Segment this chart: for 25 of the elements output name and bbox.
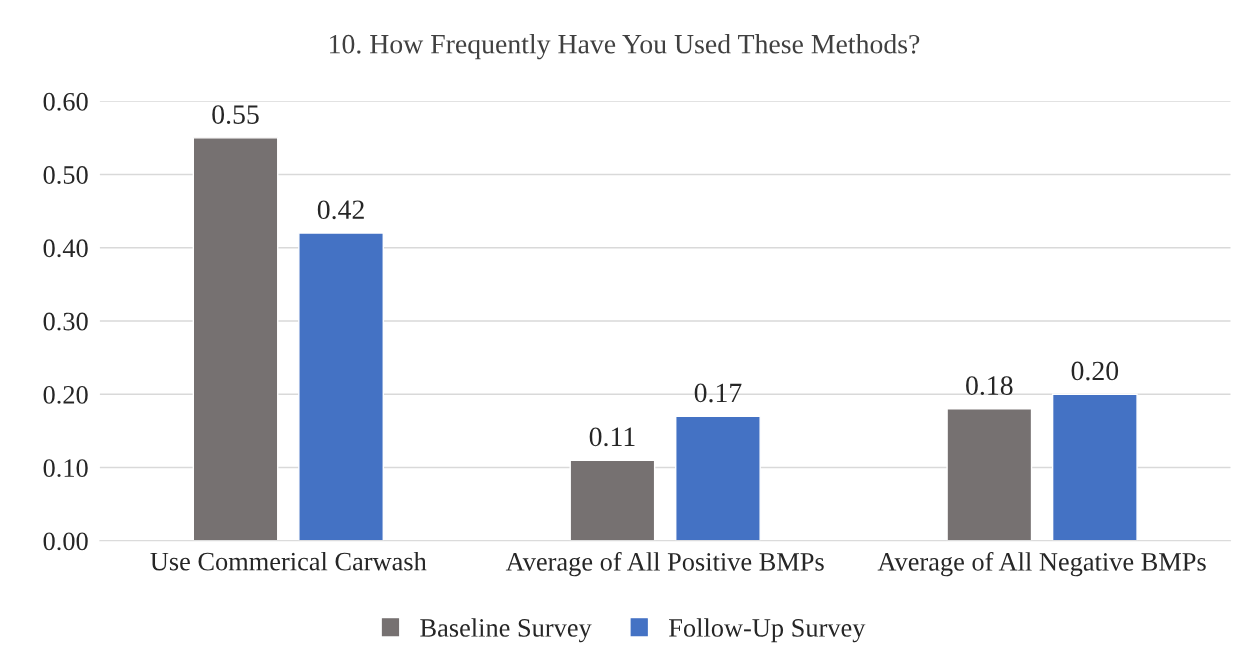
y-tick-label: 0.20 bbox=[43, 385, 88, 404]
y-tick-label: 0.00 bbox=[43, 532, 88, 551]
bar bbox=[1051, 393, 1138, 541]
data-label: 0.20 bbox=[1071, 361, 1119, 381]
bar bbox=[298, 232, 384, 541]
y-tick-label: 0.50 bbox=[43, 166, 88, 185]
bar bbox=[675, 415, 761, 541]
data-label: 0.17 bbox=[694, 383, 742, 403]
data-label: 0.11 bbox=[589, 427, 635, 447]
data-label: 0.42 bbox=[317, 200, 364, 220]
chart-title: 10. How Frequently Have You Used These Methods? bbox=[330, 34, 920, 60]
bar bbox=[569, 459, 656, 541]
y-tick-label: 0.60 bbox=[43, 92, 88, 111]
x-tick-label: Average of All Negative BMPs bbox=[877, 551, 1206, 577]
legend-label: Follow-Up Survey bbox=[669, 618, 866, 643]
data-label: 0.55 bbox=[212, 105, 259, 125]
y-tick-label: 0.30 bbox=[43, 312, 88, 331]
legend-label: Baseline Survey bbox=[420, 618, 592, 643]
y-tick-label: 0.40 bbox=[43, 239, 88, 258]
y-tick-label: 0.10 bbox=[43, 459, 88, 478]
bar bbox=[192, 137, 279, 541]
data-label: 0.18 bbox=[966, 376, 1013, 396]
bar bbox=[946, 408, 1033, 541]
x-tick-label: Average of All Positive BMPs bbox=[505, 551, 824, 577]
x-tick-label: Use Commerical Carwash bbox=[150, 551, 427, 571]
